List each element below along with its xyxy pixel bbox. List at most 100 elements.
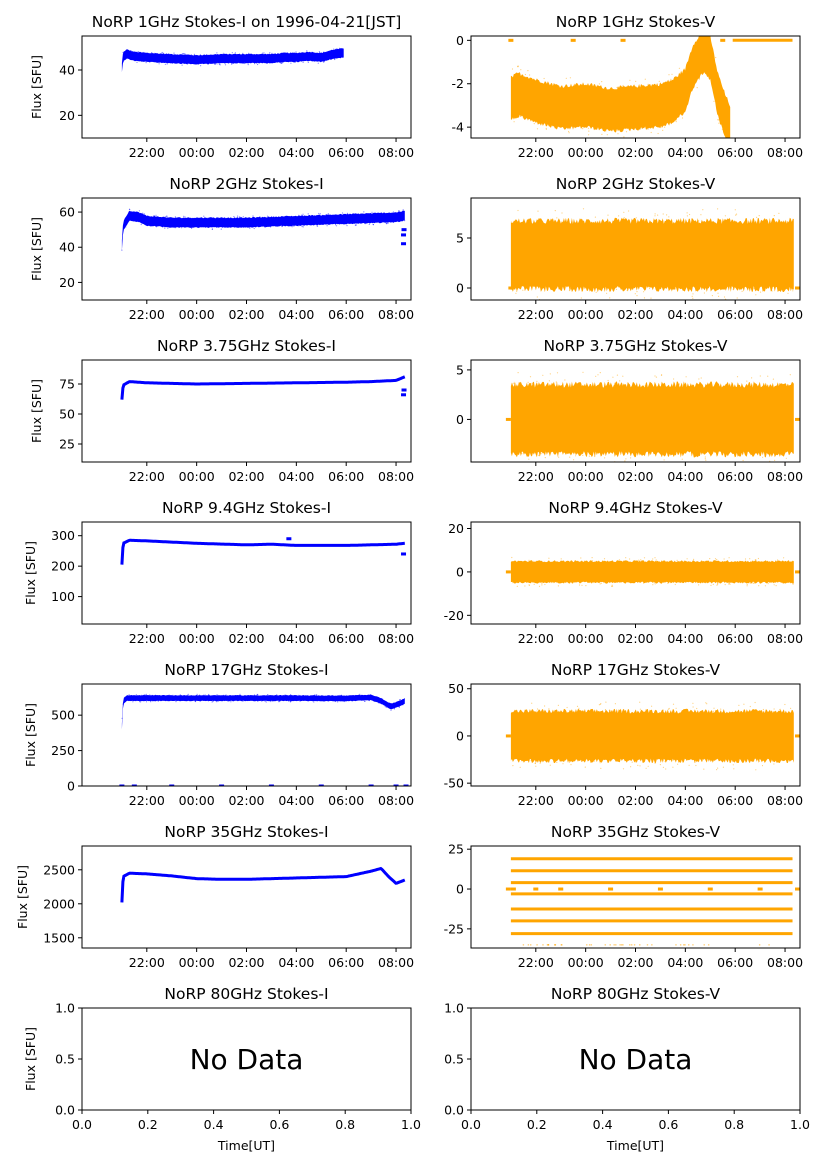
data-point [604, 944, 607, 946]
data-point [200, 65, 202, 67]
data-point [184, 53, 186, 55]
data-point [647, 128, 649, 130]
data-point [666, 214, 668, 216]
data-point [333, 48, 335, 50]
data-point [538, 585, 541, 588]
data-point [702, 209, 704, 211]
data-point [675, 707, 677, 709]
data-point [184, 216, 186, 218]
data-line [120, 538, 405, 565]
data-point [527, 944, 530, 946]
data-point [323, 51, 325, 53]
data-point [547, 382, 549, 384]
data-point [556, 372, 559, 374]
data-point [695, 764, 697, 767]
data-point [619, 380, 621, 382]
data-point [698, 220, 700, 222]
data-point [635, 217, 637, 219]
data-point [642, 761, 644, 763]
data-point [161, 51, 163, 54]
data-point [314, 694, 316, 696]
data-point [162, 52, 164, 54]
data-point [295, 51, 297, 53]
data-point [633, 560, 635, 562]
y-tick-label: 20 [59, 275, 75, 290]
data-point [393, 708, 396, 710]
data-layer [120, 537, 407, 565]
data-point [720, 38, 726, 42]
data-point [119, 784, 125, 786]
x-tick-label: 04:00 [278, 307, 314, 322]
data-point [764, 585, 767, 587]
data-point [385, 222, 387, 225]
x-tick-label: 00:00 [179, 631, 215, 646]
x-tick-label: 08:00 [378, 955, 414, 970]
y-tick-label: 25 [59, 437, 75, 452]
panel-title: NoRP 35GHz Stokes-I [164, 823, 328, 841]
data-point [582, 128, 584, 130]
data-point [673, 77, 676, 79]
data-point [335, 700, 337, 703]
data-point [672, 703, 675, 705]
data-point [253, 694, 256, 696]
data-point [717, 119, 719, 121]
data-layer [121, 47, 344, 73]
data-point [749, 582, 751, 584]
data-point [727, 143, 728, 144]
axes-frame [81, 845, 412, 949]
data-point [186, 63, 189, 65]
data-point [615, 944, 617, 946]
data-point [402, 704, 404, 706]
data-point [143, 51, 145, 54]
data-point [585, 944, 588, 946]
y-tick-label: -25 [444, 921, 464, 936]
data-point [510, 221, 512, 223]
x-tick-label: 02:00 [228, 307, 264, 322]
data-point [753, 287, 755, 289]
data-point [677, 763, 679, 765]
data-point [647, 765, 649, 767]
data-point [158, 63, 160, 65]
data-point [645, 767, 647, 769]
data-point [545, 127, 547, 129]
data-point [529, 376, 532, 378]
data-point [569, 77, 572, 79]
data-point [540, 384, 542, 386]
data-point [199, 694, 201, 696]
data-point [276, 225, 278, 227]
x-tick-label: 02:00 [617, 145, 653, 160]
data-point [547, 944, 550, 946]
x-tick-label: 06:00 [328, 307, 364, 322]
data-point [744, 558, 747, 560]
data-point [230, 701, 232, 703]
panel-17ghz-i: NoRP 17GHz Stokes-I 0 250 500 22:00 00:00 02:0… [23, 661, 414, 808]
y-tick-label: 300 [51, 528, 75, 543]
data-point [725, 221, 728, 223]
data-point [774, 459, 776, 461]
data-point [710, 31, 711, 32]
panel-1ghz-v: NoRP 1GHz Stokes-V -4 -2 0 22:00 00:00 02:00 04… [452, 13, 804, 160]
data-point [398, 210, 401, 212]
data-point [630, 944, 633, 946]
data-point [654, 213, 656, 215]
data-point [720, 301, 721, 302]
data-point [234, 52, 236, 54]
data-point [522, 117, 524, 119]
data-point [696, 87, 698, 89]
data-point [638, 944, 641, 946]
data-point [713, 707, 715, 709]
data-point [220, 228, 222, 230]
data-point [511, 68, 514, 70]
data-point [512, 382, 514, 384]
x-tick-label: 06:00 [328, 955, 364, 970]
data-point [622, 768, 625, 770]
data-point [263, 52, 265, 54]
data-point [522, 944, 525, 946]
data-point [682, 944, 685, 946]
data-point [795, 734, 800, 738]
data-point [199, 54, 201, 56]
data-point [154, 52, 156, 55]
x-tick-label: 08:00 [378, 631, 414, 646]
data-point [777, 559, 779, 561]
data-point [264, 226, 266, 228]
